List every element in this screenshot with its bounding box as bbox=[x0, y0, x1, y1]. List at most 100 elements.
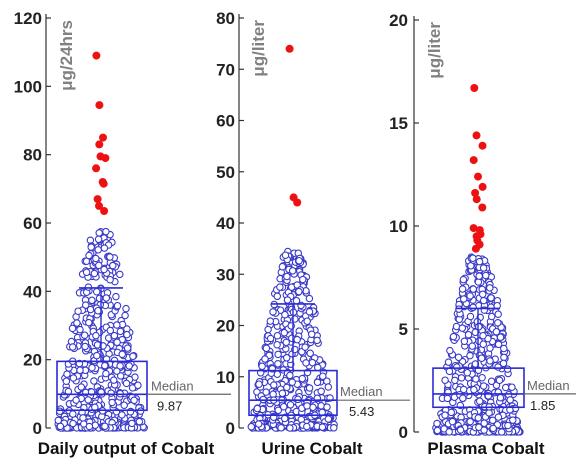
x-axis-label: Plasma Cobalt bbox=[427, 439, 544, 458]
data-point bbox=[459, 385, 468, 394]
outlier-point bbox=[92, 164, 101, 173]
outlier-point bbox=[471, 244, 480, 253]
data-point bbox=[451, 376, 459, 385]
y-unit-label: μg/liter bbox=[249, 20, 268, 77]
y-unit-label: μg/liter bbox=[425, 22, 444, 79]
data-point bbox=[318, 423, 327, 431]
data-point bbox=[478, 290, 487, 299]
data-point bbox=[108, 398, 116, 407]
data-point bbox=[303, 402, 311, 410]
data-point bbox=[262, 388, 270, 396]
data-point bbox=[497, 428, 506, 436]
data-point bbox=[464, 330, 473, 339]
y-tick-label: 40 bbox=[23, 282, 42, 301]
data-point bbox=[113, 367, 121, 375]
outlier-point bbox=[95, 140, 104, 149]
data-point bbox=[441, 411, 449, 419]
data-point bbox=[479, 382, 488, 390]
y-tick-label: 100 bbox=[14, 77, 42, 96]
data-point bbox=[54, 416, 63, 425]
data-point bbox=[295, 287, 303, 296]
data-point bbox=[446, 346, 454, 355]
data-point bbox=[281, 251, 290, 259]
data-point bbox=[466, 292, 474, 300]
data-point bbox=[475, 397, 484, 405]
data-point bbox=[494, 319, 502, 327]
data-point bbox=[63, 370, 71, 378]
data-point bbox=[303, 317, 311, 325]
data-point bbox=[478, 373, 486, 382]
data-point bbox=[262, 344, 271, 353]
data-point bbox=[88, 296, 96, 305]
data-point bbox=[92, 254, 100, 263]
data-point bbox=[122, 304, 130, 313]
data-point bbox=[274, 360, 282, 368]
data-point bbox=[101, 361, 109, 370]
data-point bbox=[283, 272, 291, 281]
data-point bbox=[85, 251, 93, 260]
y-tick-label: 40 bbox=[216, 214, 235, 233]
data-point bbox=[79, 414, 87, 422]
data-point bbox=[479, 264, 488, 272]
data-point bbox=[496, 333, 505, 341]
data-point bbox=[433, 426, 442, 435]
data-point bbox=[69, 374, 78, 382]
data-point bbox=[494, 413, 503, 421]
data-point bbox=[487, 303, 495, 311]
data-point bbox=[500, 353, 508, 362]
data-point bbox=[323, 403, 331, 411]
data-point bbox=[305, 308, 314, 316]
median-value: 1.85 bbox=[530, 398, 555, 413]
data-point bbox=[110, 376, 118, 384]
data-point bbox=[118, 411, 126, 419]
data-point bbox=[472, 375, 480, 383]
y-tick-label: 20 bbox=[216, 317, 235, 336]
data-point bbox=[475, 257, 484, 266]
data-point bbox=[68, 343, 77, 351]
data-point bbox=[116, 362, 124, 370]
data-point bbox=[106, 326, 115, 335]
median-value: 5.43 bbox=[349, 404, 374, 419]
data-point bbox=[101, 422, 109, 431]
data-point bbox=[480, 426, 488, 434]
data-point bbox=[466, 351, 474, 360]
data-point bbox=[76, 325, 84, 334]
data-point bbox=[509, 416, 517, 424]
data-point bbox=[302, 359, 310, 367]
data-point bbox=[277, 424, 285, 432]
data-point bbox=[69, 419, 77, 428]
data-point bbox=[113, 301, 122, 310]
data-point bbox=[295, 256, 303, 265]
data-point bbox=[92, 287, 101, 296]
data-point bbox=[486, 357, 494, 365]
data-point bbox=[489, 424, 497, 433]
data-point bbox=[100, 244, 109, 252]
data-point bbox=[466, 417, 474, 426]
data-point bbox=[286, 371, 294, 380]
data-point bbox=[503, 365, 512, 373]
panel-1: 0 20 40 60 80 100 120 μg/24hrs Median 9.87 Daily o… bbox=[14, 9, 231, 458]
data-point bbox=[270, 381, 278, 389]
outlier-point bbox=[101, 154, 110, 163]
data-point bbox=[447, 408, 456, 417]
data-point bbox=[456, 426, 465, 434]
data-point bbox=[313, 336, 321, 345]
y-tick-label: 0 bbox=[226, 419, 235, 438]
data-point bbox=[449, 332, 458, 341]
data-point bbox=[487, 377, 496, 386]
data-point bbox=[135, 417, 144, 426]
y-tick-label: 10 bbox=[389, 217, 408, 236]
data-point bbox=[102, 294, 111, 302]
data-point bbox=[62, 377, 71, 385]
data-point bbox=[286, 424, 294, 432]
data-point bbox=[301, 343, 309, 351]
data-point bbox=[466, 312, 475, 321]
iqr-box bbox=[56, 360, 148, 412]
data-point bbox=[454, 353, 463, 362]
data-point bbox=[247, 422, 256, 431]
data-point bbox=[496, 393, 505, 402]
data-point bbox=[278, 389, 287, 398]
data-point bbox=[475, 272, 483, 280]
y-tick-label: 50 bbox=[216, 163, 235, 182]
outlier-point bbox=[472, 131, 481, 140]
